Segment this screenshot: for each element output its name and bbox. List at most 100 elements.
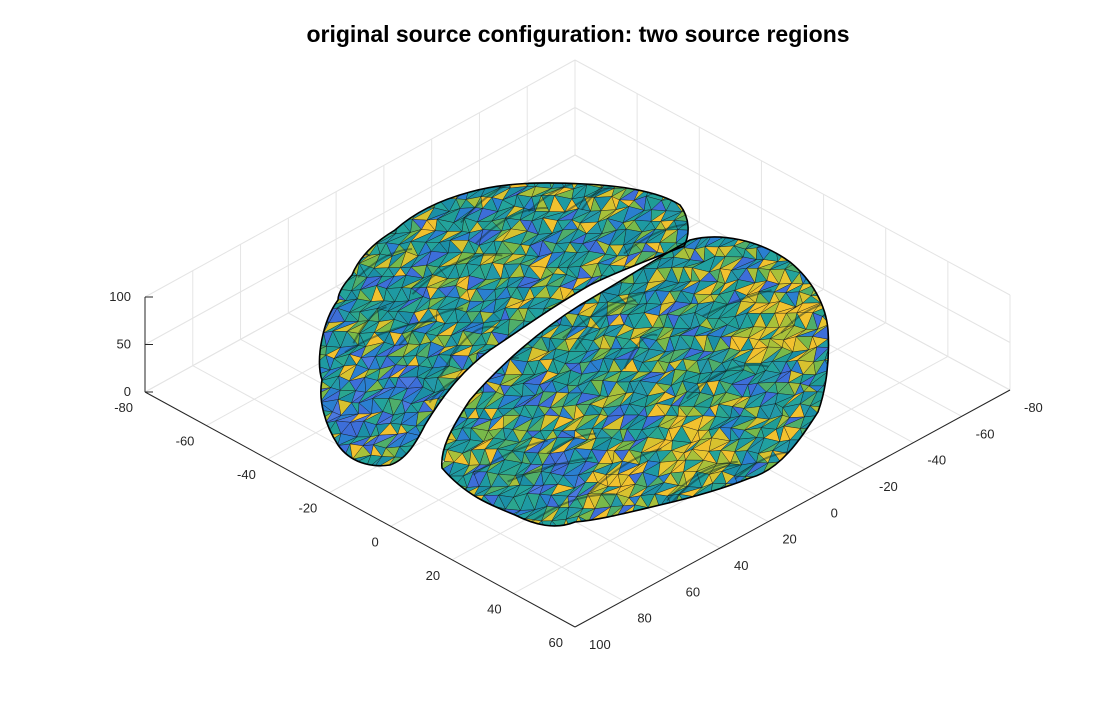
sulcus-line <box>666 460 738 502</box>
mesh-triangle <box>745 530 766 544</box>
mesh-triangle <box>832 271 841 285</box>
mesh-triangle <box>526 530 547 539</box>
mesh-triangle <box>666 509 690 517</box>
mesh-triangle <box>319 287 324 300</box>
mesh-triangle <box>731 482 752 498</box>
mesh-triangle <box>441 406 447 417</box>
mesh-triangle <box>673 182 687 190</box>
mesh-triangle <box>759 530 780 544</box>
mesh-triangle <box>725 519 738 526</box>
mesh-triangle <box>614 529 634 542</box>
mesh-triangle <box>467 368 485 379</box>
mesh-triangle <box>324 456 345 466</box>
mesh-triangle <box>319 183 329 198</box>
y-axis-line <box>574 389 1011 628</box>
mesh-triangle <box>705 504 730 522</box>
mesh-triangle <box>461 529 484 539</box>
mesh-triangle <box>686 182 689 190</box>
mesh-triangle <box>772 482 794 498</box>
mesh-triangle <box>684 183 689 200</box>
sulcus-line <box>357 248 413 278</box>
mesh-triangle <box>788 516 803 526</box>
mesh-triangle <box>412 196 426 209</box>
mesh-triangle <box>444 506 466 518</box>
mesh-triangle <box>806 450 819 463</box>
mesh-triangle <box>684 520 699 526</box>
mesh-triangle <box>468 515 484 526</box>
axis-lines <box>144 296 1011 628</box>
mesh-triangle <box>324 218 336 233</box>
mesh-triangle <box>413 454 434 466</box>
mesh-triangle <box>319 345 327 356</box>
mesh-triangle <box>759 532 780 544</box>
sulcus-line <box>686 363 769 400</box>
mesh-triangle <box>766 475 780 485</box>
mesh-triangle <box>827 323 829 340</box>
mesh-triangle <box>783 496 798 507</box>
mesh-triangle <box>350 208 367 222</box>
mesh-triangle <box>812 415 829 429</box>
sulcus-line <box>669 464 740 505</box>
mesh-triangle <box>472 505 494 517</box>
sulcus-line <box>439 325 499 377</box>
mesh-triangle <box>614 516 632 526</box>
y-tick-label: 60 <box>686 584 700 599</box>
mesh-triangle <box>319 182 329 186</box>
mesh-triangle <box>814 494 828 511</box>
mesh-triangle <box>370 221 386 234</box>
mesh-triangle <box>319 262 326 276</box>
mesh-triangle <box>319 443 327 461</box>
mesh-triangle <box>399 184 422 199</box>
y-tick-label: 0 <box>831 505 838 520</box>
mesh-triangle <box>372 470 386 481</box>
mesh-triangle <box>319 218 333 232</box>
mesh-triangle <box>362 207 382 219</box>
mesh-triangle <box>796 238 817 247</box>
mesh-triangle <box>319 296 328 314</box>
mesh-triangle <box>388 197 401 211</box>
mesh-triangle <box>830 315 846 328</box>
mesh-triangle <box>324 206 342 223</box>
mesh-triangle <box>830 363 846 374</box>
mesh-triangle <box>812 508 829 521</box>
mesh-triangle <box>413 459 434 466</box>
mesh-triangle <box>551 182 565 189</box>
mesh-triangle <box>389 207 409 219</box>
mesh-triangle <box>483 520 492 526</box>
mesh-triangle <box>460 515 474 526</box>
mesh-triangle <box>459 377 476 389</box>
mesh-triangle <box>579 532 596 541</box>
x-tick-label: -40 <box>237 467 256 482</box>
mesh-triangle <box>834 471 846 486</box>
mesh-triangle <box>823 532 843 545</box>
mesh-triangle <box>319 262 328 277</box>
mesh-triangle <box>685 183 689 200</box>
mesh-triangle <box>738 236 755 239</box>
mesh-triangle <box>710 495 721 508</box>
mesh-triangle <box>467 377 477 390</box>
mesh-triangle <box>722 222 737 235</box>
mesh-triangle <box>349 185 370 201</box>
mesh-triangle <box>810 257 829 271</box>
mesh-triangle <box>654 529 675 542</box>
mesh-triangle <box>336 185 359 201</box>
mesh-triangle <box>568 529 586 540</box>
sulcus-line <box>780 301 829 334</box>
sulcus-line <box>757 469 792 515</box>
mesh-triangle <box>424 468 437 483</box>
mesh-triangle <box>700 520 717 526</box>
mesh-triangle <box>472 505 494 522</box>
mesh-triangle <box>819 428 829 443</box>
mesh-triangle <box>734 533 754 544</box>
mesh-triangle <box>494 354 503 369</box>
mesh-triangle <box>826 426 829 443</box>
mesh-triangle <box>656 506 674 520</box>
mesh-triangle <box>827 258 829 271</box>
mesh-triangle <box>691 219 709 231</box>
mesh-triangle <box>668 182 683 190</box>
mesh-triangle <box>510 337 524 349</box>
mesh-triangle <box>403 454 422 466</box>
mesh-triangle <box>319 397 321 411</box>
mesh-triangle <box>323 197 338 211</box>
